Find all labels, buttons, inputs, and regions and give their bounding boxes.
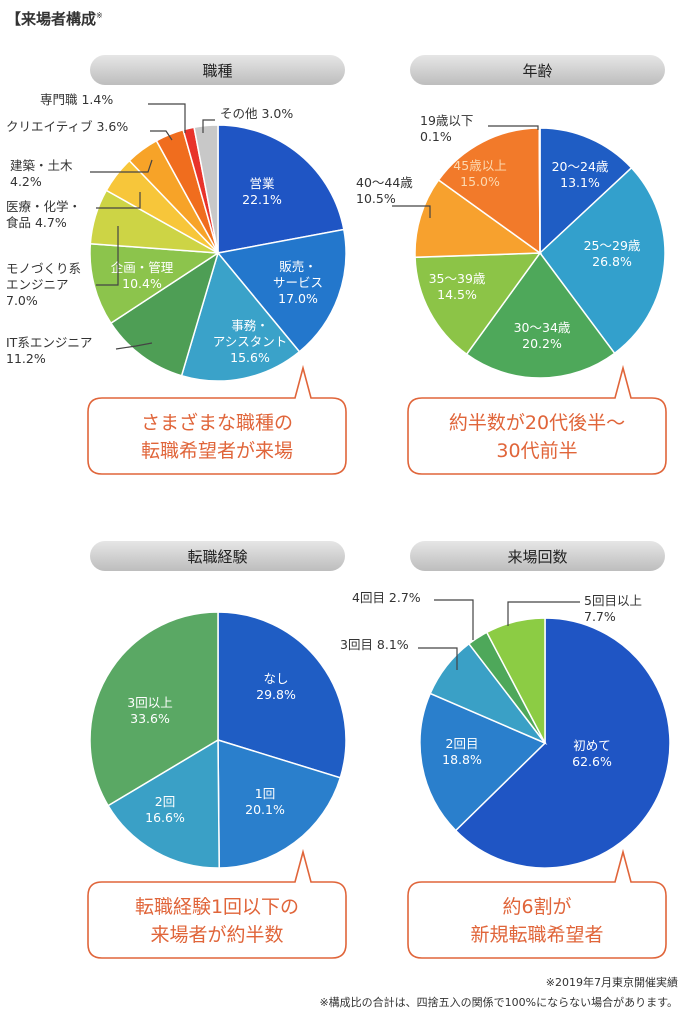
pie-slice	[414, 178, 543, 259]
pie-slice	[217, 738, 342, 869]
slice-label: 2回目 18.8%	[442, 736, 482, 767]
footnote-date: ※2019年7月東京開催実績	[545, 976, 678, 989]
slice-label: その他 3.0%	[220, 106, 293, 121]
chart-1-header: 職種	[90, 55, 345, 85]
slice-label: なし 29.8%	[256, 671, 296, 702]
leader-line	[96, 192, 141, 209]
pie-slice	[414, 252, 542, 356]
slice-label: 25〜29歳 26.8%	[584, 238, 641, 269]
chart-2-title: 年齢	[522, 61, 553, 80]
slice-label: 4回目 2.7%	[352, 590, 421, 605]
slice-label: 建築・土木 4.2%	[10, 158, 73, 189]
chart-3-header: 転職経験	[90, 541, 345, 571]
pie-slice	[89, 242, 221, 325]
pie-slice	[193, 124, 219, 254]
pie-chart-4: 初めて 62.6% 2回目 18.8% 3回目 8.1% 4回目 2.7% 5回目以上 7.7…	[340, 590, 671, 959]
callout-text: さまざまな職種の	[141, 411, 293, 434]
chart-2-header: 年齢	[410, 55, 665, 85]
pie-chart-1: 営業 22.1% 販売・サービス 17.0% 事務・アシスタント 15.6% 企画・管理 10…	[6, 92, 347, 475]
pie-slice	[107, 738, 220, 869]
callout-text: 来場者が約半数	[150, 924, 283, 946]
slice-label: 45歳以上 15.0%	[453, 158, 506, 189]
pie-slice	[485, 617, 546, 744]
slice-label: 1回 20.1%	[245, 786, 285, 817]
pie-slice	[216, 228, 347, 353]
slice-label: 30〜34歳 20.2%	[514, 320, 571, 351]
page-title-text: 【来場者構成	[6, 10, 97, 28]
leader-line	[392, 205, 431, 218]
pie-slice	[217, 124, 345, 254]
callout-bubble	[87, 364, 347, 475]
pie-chart-2: 20〜24歳 13.1% 25〜29歳 26.8% 30〜34歳 20.2% 35〜39歳 1…	[356, 113, 667, 475]
pie-slice	[539, 127, 633, 255]
pie-slice	[454, 617, 671, 869]
pie-slice	[437, 127, 541, 255]
slice-label: モノづくり系エンジニア 7.0%	[6, 261, 81, 308]
leader-line	[96, 226, 119, 286]
chart-1-title: 職種	[202, 61, 233, 80]
page-title-mark: ※	[96, 11, 103, 20]
slice-label: 営業 22.1%	[242, 176, 282, 207]
pie-slice	[538, 166, 666, 355]
slice-label: 35〜39歳 14.5%	[429, 271, 486, 302]
callout-text: 約6割が	[502, 896, 571, 918]
callout-bubble	[407, 848, 667, 959]
callout-text: 新規転職希望者	[470, 924, 603, 946]
callout-bubble	[407, 364, 667, 475]
pie-slice	[419, 692, 547, 832]
chart-3-title: 転職経験	[187, 547, 248, 566]
slice-label: クリエイティブ 3.6%	[6, 119, 128, 134]
leader-line	[488, 125, 539, 130]
pie-slice	[217, 611, 347, 779]
chart-4-title: 来場回数	[507, 547, 568, 566]
leader-line	[434, 599, 474, 640]
leader-line	[418, 647, 458, 670]
pie-slice	[180, 251, 301, 382]
page-title: 【来場者構成※	[6, 8, 103, 29]
pie-slice	[465, 251, 616, 379]
leader-line	[507, 601, 580, 626]
slice-label: 20〜24歳 13.1%	[552, 159, 609, 190]
leader-line	[202, 119, 215, 133]
leader-line	[115, 342, 153, 350]
slice-label: 19歳以下 0.1%	[420, 113, 473, 144]
pie-slice	[538, 127, 541, 254]
slice-label: 2回 16.6%	[145, 794, 185, 825]
slice-label: 専門職 1.4%	[40, 92, 113, 107]
leader-line	[90, 159, 153, 173]
slice-label: IT系エンジニア 11.2%	[6, 335, 92, 366]
slice-label: 3回目 8.1%	[340, 637, 409, 652]
pie-slice	[109, 251, 220, 377]
slice-label: 3回以上 33.6%	[127, 695, 172, 726]
slice-label: 40〜44歳 10.5%	[356, 175, 413, 206]
slice-label: 初めて 62.6%	[572, 738, 612, 769]
leader-line	[150, 130, 173, 141]
callout-text: 30代前半	[496, 440, 577, 462]
pie-slice	[89, 611, 219, 807]
slice-label: 企画・管理 10.4%	[111, 260, 174, 291]
callout-text: 転職経験1回以下の	[135, 896, 299, 918]
pie-chart-3: なし 29.8% 1回 20.1% 2回 16.6% 3回以上 33.6% 転職経験1回以下の来…	[87, 611, 347, 959]
callout-bubble	[87, 848, 347, 959]
slice-label: 5回目以上 7.7%	[584, 593, 642, 624]
callout-text: 約半数が20代後半〜	[449, 412, 625, 434]
callout-text: 転職希望者が来場	[141, 440, 293, 462]
slice-label: 事務・アシスタント 15.6%	[213, 318, 288, 365]
slice-label: 販売・サービス 17.0%	[273, 259, 323, 306]
leader-line	[148, 103, 186, 133]
chart-4-header: 来場回数	[410, 541, 665, 571]
slice-label: 医療・化学・食品 4.7%	[6, 199, 81, 230]
footnote-rounding: ※構成比の合計は、四捨五入の関係で100%にならない場合があります。	[319, 996, 678, 1009]
